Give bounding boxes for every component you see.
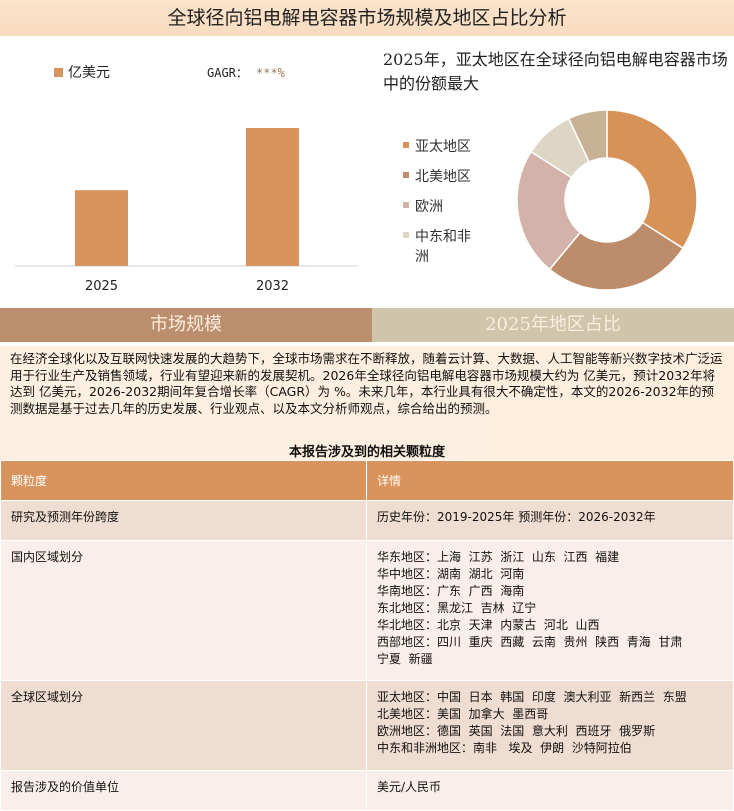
granularity-table: 颗粒度 详情 研究及预测年份跨度 历史年份：2019-2025年 预测年份：202… [0,460,734,811]
region-share-donut-chart [516,109,698,291]
row-details: 亚太地区：中国 日本 韩国 印度 澳大利亚 新西兰 东盟 北美地区：美国 加拿大 … [366,680,734,771]
row-details: 美元/人民币 [366,770,734,811]
pie-slice-北美地区 [548,221,685,291]
section-region-share: 2025年地区占比 [372,308,734,342]
legend-swatch [403,142,409,148]
legend-label: 欧洲 [415,199,443,215]
detail-line: 北美地区：美国 加拿大 墨西哥 [377,707,549,721]
table-row: 国内区域划分 华东地区：上海 江苏 浙江 山东 江西 福建 华中地区：湖南 湖北 河… [0,540,734,681]
legend-swatch [403,232,409,238]
detail-line: 亚太地区：中国 日本 韩国 印度 澳大利亚 新西兰 东盟 [377,690,687,704]
detail-line: 历史年份：2019-2025年 预测年份：2026-2032年 [377,510,656,524]
x-tick-label: 2025 [85,279,118,294]
legend-item: 亚太地区 [403,136,483,166]
detail-line: 华南地区：广东 广西 海南 [377,584,525,598]
row-details: 华东地区：上海 江苏 浙江 山东 江西 福建 华中地区：湖南 湖北 河南 华南地区：… [366,540,734,681]
row-label: 研究及预测年份跨度 [0,500,367,541]
row-label: 国内区域划分 [0,540,367,681]
column-header: 详情 [366,460,734,501]
row-details: 历史年份：2019-2025年 预测年份：2026-2032年 [366,500,734,541]
detail-line: 华东地区：上海 江苏 浙江 山东 江西 福建 [377,550,620,564]
bar-2032 [246,128,299,266]
pie-slice-欧洲 [516,150,582,271]
table-caption: 本报告涉及到的相关颗粒度 [288,445,445,460]
cagr-label: GAGR： [207,66,248,80]
legend-item: 北美地区 [403,166,483,196]
legend-swatch [403,172,409,178]
legend-item: 中东和非洲 [403,226,483,265]
bar-2025 [75,190,128,266]
legend-label: 亿美元 [68,65,110,81]
pie-title: 2025年，亚太地区在全球径向铝电解电容器市场中的份额最大 [383,50,728,93]
cagr-value: ***% [256,66,286,80]
detail-line: 华北地区：北京 天津 内蒙古 河北 山西 [377,618,600,632]
legend-item: 欧洲 [403,196,483,226]
market-size-bar-chart: 亿美元 GAGR： ***% 2025 2032 [15,65,358,294]
row-label: 报告涉及的价值单位 [0,770,367,811]
legend-label: 北美地区 [415,169,471,185]
row-label: 全球区域划分 [0,680,367,771]
detail-line: 美元/人民币 [377,780,442,794]
legend-label: 中东和非洲 [415,229,471,265]
legend-label: 亚太地区 [415,139,471,155]
legend-swatch [54,68,63,77]
pie-slice-亚太地区 [606,109,698,250]
table-row: 报告涉及的价值单位 美元/人民币 [0,770,734,811]
table-row: 研究及预测年份跨度 历史年份：2019-2025年 预测年份：2026-2032年 [0,500,734,541]
detail-line: 东北地区：黑龙江 吉林 辽宁 [377,601,537,615]
detail-line: 华中地区：湖南 湖北 河南 [377,567,525,581]
detail-line: 西部地区：四川 重庆 西藏 云南 贵州 陕西 青海 甘肃 [377,635,683,649]
legend-swatch [403,202,409,208]
pie-legend: 亚太地区北美地区欧洲中东和非洲 [403,136,483,265]
section-market-size: 市场规模 [0,308,372,342]
column-header: 颗粒度 [0,460,367,501]
detail-line: 中东和非洲地区：南非 埃及 伊朗 沙特阿拉伯 [377,741,632,755]
table-row: 全球区域划分 亚太地区：中国 日本 韩国 印度 澳大利亚 新西兰 东盟 北美地区：美… [0,680,734,771]
x-tick-label: 2032 [256,279,289,294]
description-text: 在经济全球化以及互联网快速发展的大趋势下，全球市场需求在不断释放，随着云计算、大… [0,346,734,460]
detail-line: 欧洲地区：德国 英国 法国 意大利 西班牙 俄罗斯 [377,724,656,738]
detail-line: 宁夏 新疆 [377,652,433,666]
page-title: 全球径向铝电解电容器市场规模及地区占比分析 [0,0,734,36]
pie-slice-other [567,109,608,163]
